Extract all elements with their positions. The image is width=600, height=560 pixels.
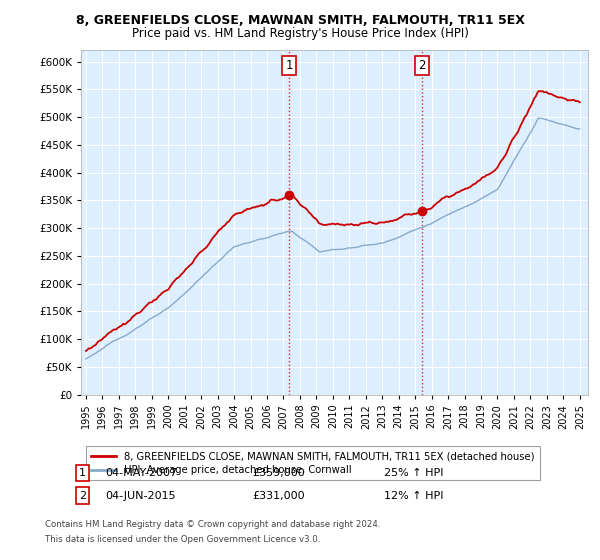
Text: 25% ↑ HPI: 25% ↑ HPI (384, 468, 443, 478)
Text: 1: 1 (286, 59, 293, 72)
Text: £359,000: £359,000 (252, 468, 305, 478)
Legend: 8, GREENFIELDS CLOSE, MAWNAN SMITH, FALMOUTH, TR11 5EX (detached house), HPI: Av: 8, GREENFIELDS CLOSE, MAWNAN SMITH, FALM… (86, 446, 539, 480)
Text: Contains HM Land Registry data © Crown copyright and database right 2024.: Contains HM Land Registry data © Crown c… (45, 520, 380, 529)
Text: This data is licensed under the Open Government Licence v3.0.: This data is licensed under the Open Gov… (45, 535, 320, 544)
Text: Price paid vs. HM Land Registry's House Price Index (HPI): Price paid vs. HM Land Registry's House … (131, 27, 469, 40)
Text: 04-MAY-2007: 04-MAY-2007 (105, 468, 177, 478)
Text: 12% ↑ HPI: 12% ↑ HPI (384, 491, 443, 501)
Text: 1: 1 (79, 468, 86, 478)
Text: 04-JUN-2015: 04-JUN-2015 (105, 491, 176, 501)
Text: 2: 2 (418, 59, 426, 72)
Text: 8, GREENFIELDS CLOSE, MAWNAN SMITH, FALMOUTH, TR11 5EX: 8, GREENFIELDS CLOSE, MAWNAN SMITH, FALM… (76, 14, 524, 27)
Text: 2: 2 (79, 491, 86, 501)
Text: £331,000: £331,000 (252, 491, 305, 501)
